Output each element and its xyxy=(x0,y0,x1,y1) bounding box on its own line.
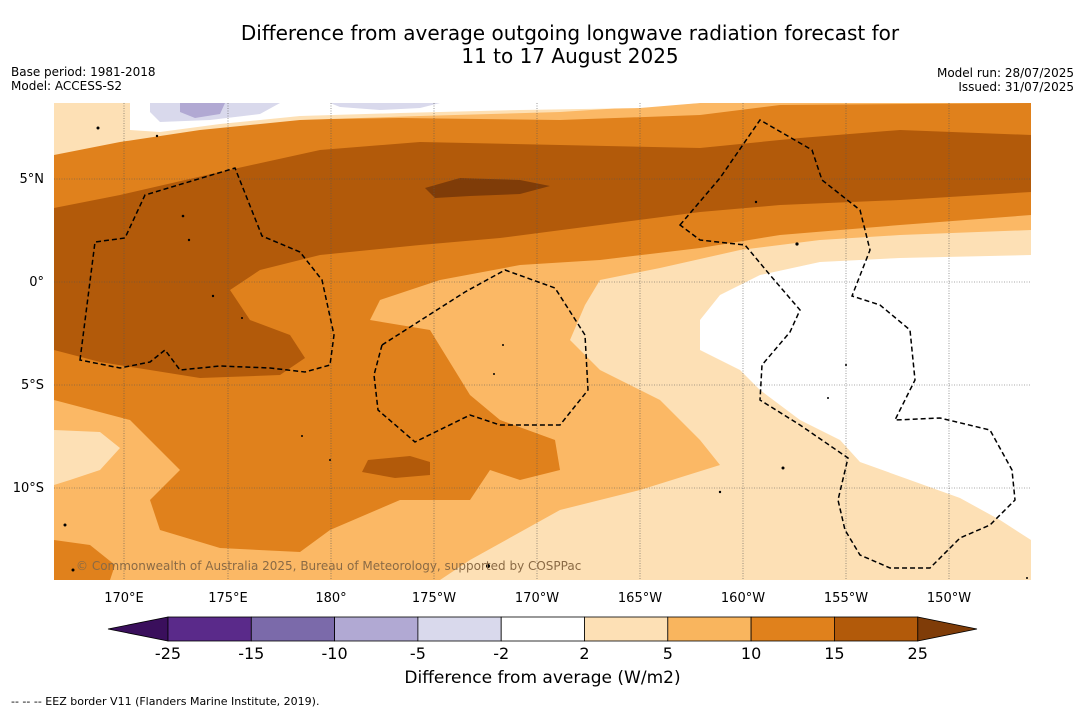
model-name: Model: ACCESS-S2 xyxy=(11,79,123,93)
colorbar-segment xyxy=(584,616,669,642)
colorbar-segment xyxy=(500,616,585,642)
lon-label: 180° xyxy=(315,591,346,606)
colorbar-tick-label: -25 xyxy=(155,644,181,663)
latitude-labels: 5°N 0° 5°S 10°S xyxy=(13,172,44,496)
colorbar-tick-label: 2 xyxy=(579,644,589,663)
longitude-labels: 170°E 175°E 180° 175°W 170°W 165°W 160°W… xyxy=(104,591,971,606)
map-title: Difference from average outgoing longwav… xyxy=(0,22,1085,68)
colorbar-tick-label: 5 xyxy=(663,644,673,663)
left-meta: Base period: 1981-2018 Model: ACCESS-S2 xyxy=(11,65,156,93)
anomaly-2-5-sw xyxy=(54,430,120,485)
anomaly-10-15-sw-corner xyxy=(54,540,115,580)
colorbar-tick-label: 10 xyxy=(741,644,761,663)
colorbar-segment xyxy=(834,616,919,642)
lon-label: 175°E xyxy=(208,591,248,606)
model-run: Model run: 28/07/2025 xyxy=(936,66,1074,80)
colorbar-segment xyxy=(417,616,502,642)
eez-borders xyxy=(79,119,1016,569)
colorbar-segment xyxy=(167,616,252,642)
lat-label: 0° xyxy=(29,275,44,290)
map-plot-area: © Commonwealth of Australia 2025, Bureau… xyxy=(54,103,1031,580)
colorbar-segment xyxy=(334,616,419,642)
anomaly-15-25-patch xyxy=(362,456,430,478)
lon-label: 170°E xyxy=(104,591,144,606)
colorbar-tick-label: -10 xyxy=(322,644,348,663)
base-period: Base period: 1981-2018 xyxy=(11,65,156,79)
eez-legend: -- -- -- EEZ border V11 (Flanders Marine… xyxy=(11,695,320,708)
colorbar: -25 -15 -10 -5 -2 2 5 10 15 25 xyxy=(107,616,978,663)
lon-label: 165°W xyxy=(618,591,662,606)
colorbar-title: Difference from average (W/m2) xyxy=(404,668,681,688)
colorbar-tick-label: -2 xyxy=(493,644,509,663)
copyright-credit: © Commonwealth of Australia 2025, Bureau… xyxy=(76,559,581,573)
lon-label: 160°W xyxy=(721,591,765,606)
lon-label: 175°W xyxy=(412,591,456,606)
title-line-1: Difference from average outgoing longwav… xyxy=(240,21,900,45)
colorbar-tick-label: 25 xyxy=(908,644,928,663)
lon-label: 155°W xyxy=(824,591,868,606)
anomaly-neutral-north xyxy=(130,103,700,132)
anomaly-minus-5-10-north xyxy=(180,103,225,118)
colorbar-tick-label: -15 xyxy=(238,644,264,663)
lat-label: 10°S xyxy=(13,481,44,496)
colorbar-segment xyxy=(667,616,752,642)
anomaly-minus-2-5-north-2 xyxy=(330,103,440,110)
anomaly-15-25-region xyxy=(54,130,1031,378)
issued-date: Issued: 31/07/2025 xyxy=(958,80,1074,94)
colorbar-tick-label: 15 xyxy=(824,644,844,663)
colorbar-segment xyxy=(750,616,835,642)
lon-label: 170°W xyxy=(515,591,559,606)
colorbar-tick-label: -5 xyxy=(410,644,426,663)
right-meta: Model run: 28/07/2025 Issued: 31/07/2025 xyxy=(937,66,1074,94)
anomaly-neutral-east xyxy=(700,255,1031,540)
lon-label: 150°W xyxy=(927,591,971,606)
lat-label: 5°N xyxy=(20,172,45,187)
anomaly-25-plus-patch xyxy=(425,178,550,198)
colorbar-extend-low xyxy=(107,616,169,642)
islands xyxy=(63,126,1028,579)
title-line-2: 11 to 17 August 2025 xyxy=(461,44,679,68)
graticule xyxy=(54,103,1031,580)
lat-label: 5°S xyxy=(21,378,44,393)
colorbar-segment xyxy=(250,616,336,642)
colorbar-extend-high xyxy=(917,616,978,642)
